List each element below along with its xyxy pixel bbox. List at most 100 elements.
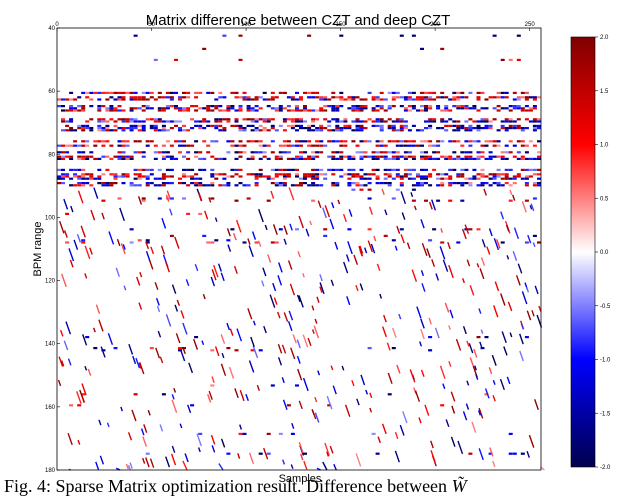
- heatmap-streak: [115, 267, 120, 277]
- heatmap-cell: [234, 168, 239, 171]
- heatmap-cell: [210, 155, 215, 158]
- heatmap-cell: [315, 91, 320, 94]
- heatmap-cell: [520, 168, 525, 171]
- heatmap-streak: [529, 205, 533, 210]
- heatmap-cell: [165, 105, 170, 108]
- heatmap-cell: [428, 336, 433, 339]
- heatmap-cell: [355, 124, 360, 127]
- heatmap-cell: [500, 124, 505, 127]
- heatmap-cell: [367, 228, 372, 231]
- heatmap-cell: [331, 91, 336, 94]
- heatmap-streak: [500, 211, 505, 220]
- heatmap-cell: [335, 140, 340, 143]
- heatmap-cell: [537, 96, 541, 99]
- heatmap-cell: [286, 151, 291, 154]
- heatmap-cell: [399, 129, 404, 132]
- heatmap-cell: [436, 96, 441, 99]
- heatmap-streak: [67, 432, 73, 446]
- x-tick-label: 200: [430, 22, 441, 28]
- heatmap-cell: [496, 175, 501, 178]
- heatmap-cell: [145, 144, 150, 147]
- heatmap-cell: [411, 144, 416, 147]
- heatmap-cell: [133, 177, 138, 180]
- caption-symbol: W̃: [451, 476, 467, 496]
- heatmap-cell: [299, 120, 303, 123]
- heatmap-cell: [222, 184, 227, 187]
- heatmap-streak: [180, 310, 185, 319]
- heatmap-cell: [488, 140, 493, 143]
- heatmap-cell: [464, 157, 469, 160]
- heatmap-streak: [488, 367, 493, 375]
- y-tick-label: 180: [45, 468, 56, 474]
- heatmap-cell: [351, 107, 356, 110]
- heatmap-cell: [311, 199, 316, 202]
- heatmap-cell: [194, 124, 199, 127]
- heatmap-cell: [218, 96, 223, 99]
- heatmap-cell: [69, 120, 74, 123]
- heatmap-cell: [452, 129, 457, 132]
- heatmap-cell: [476, 124, 481, 127]
- heatmap-cell: [73, 129, 78, 132]
- heatmap-cell: [169, 98, 174, 101]
- heatmap-streak: [169, 208, 173, 216]
- heatmap-cell: [161, 124, 166, 127]
- heatmap-cell: [480, 155, 485, 158]
- heatmap-streak: [59, 220, 65, 234]
- heatmap-cell: [524, 151, 529, 154]
- heatmap-streak: [420, 369, 425, 377]
- heatmap-streak: [499, 378, 505, 391]
- heatmap-streak: [319, 286, 323, 293]
- heatmap-streak: [474, 365, 477, 371]
- heatmap-cell: [331, 140, 336, 143]
- heatmap-cell: [359, 168, 364, 171]
- heatmap-cell: [307, 124, 312, 127]
- heatmap-streak: [155, 347, 161, 359]
- heatmap-cell: [262, 129, 267, 132]
- heatmap-cell: [202, 184, 207, 187]
- heatmap-streak: [226, 322, 231, 331]
- heatmap-streak: [442, 259, 449, 272]
- heatmap-streak: [228, 366, 235, 379]
- heatmap-cell: [516, 175, 521, 178]
- heatmap-streak: [491, 354, 497, 366]
- heatmap-streak: [217, 263, 222, 272]
- heatmap-cell: [89, 175, 94, 178]
- heatmap-cell: [537, 127, 541, 130]
- heatmap-cell: [274, 107, 279, 110]
- heatmap-streak: [100, 346, 106, 358]
- heatmap-cell: [496, 129, 501, 132]
- heatmap-cell: [387, 168, 392, 171]
- heatmap-cell: [395, 168, 400, 171]
- heatmap-cell: [258, 157, 263, 160]
- heatmap-streak: [420, 270, 425, 277]
- heatmap-cell: [460, 182, 465, 185]
- heatmap-streak: [277, 343, 283, 354]
- heatmap-cell: [295, 144, 299, 147]
- heatmap-streak: [383, 314, 387, 323]
- heatmap-streak: [257, 240, 262, 247]
- heatmap-cell: [311, 118, 316, 121]
- heatmap-streak: [160, 245, 166, 255]
- heatmap-streak: [211, 269, 217, 281]
- heatmap-cell: [81, 241, 86, 244]
- heatmap-cell: [524, 168, 529, 171]
- heatmap-cell: [456, 175, 461, 178]
- heatmap-cell: [492, 118, 497, 121]
- heatmap-cell: [113, 98, 118, 101]
- heatmap-cell: [69, 107, 74, 110]
- heatmap-cell: [307, 140, 312, 143]
- heatmap-streak: [179, 423, 183, 429]
- heatmap-cell: [101, 155, 106, 158]
- heatmap-cell: [286, 118, 291, 121]
- heatmap-streak: [420, 219, 425, 229]
- heatmap-streak: [256, 384, 260, 391]
- heatmap-cell: [93, 144, 98, 147]
- heatmap-cell: [480, 184, 485, 187]
- heatmap-cell: [428, 120, 433, 123]
- heatmap-cell: [238, 129, 243, 132]
- heatmap-cell: [105, 107, 110, 110]
- heatmap-streak: [171, 399, 178, 413]
- heatmap-streak: [248, 245, 254, 258]
- heatmap-cell: [331, 109, 336, 112]
- heatmap-cell: [109, 129, 114, 132]
